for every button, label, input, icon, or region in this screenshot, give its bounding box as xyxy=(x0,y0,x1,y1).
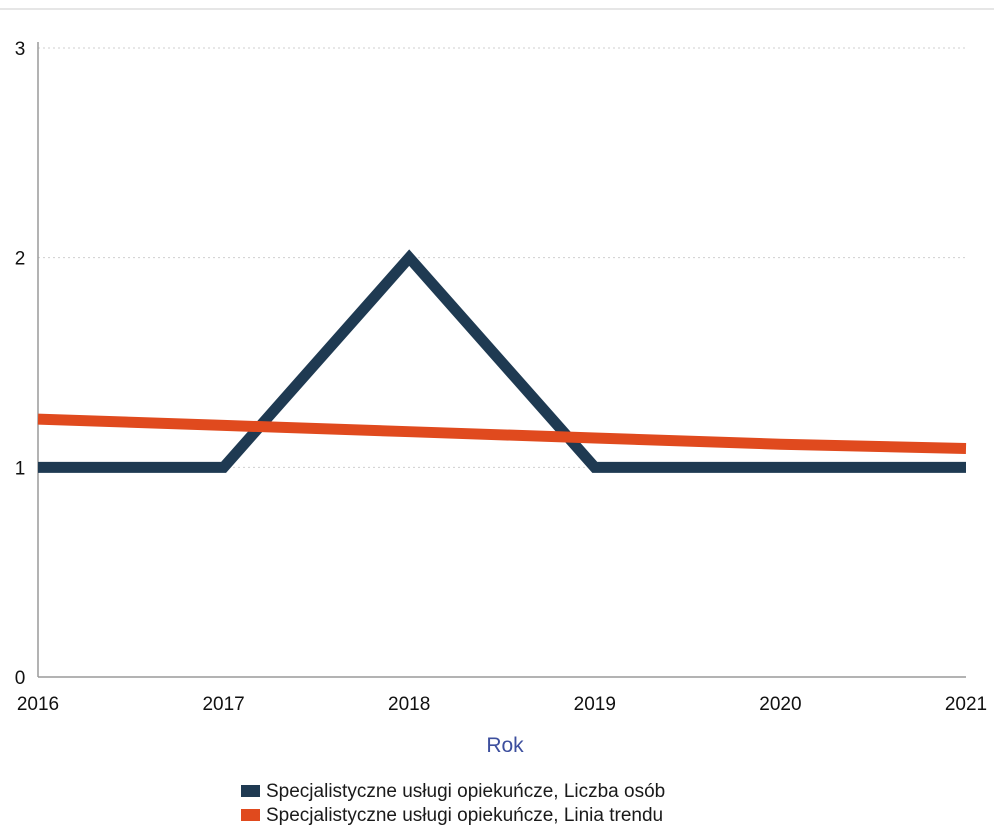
x-tick-label-4: 2020 xyxy=(759,694,801,715)
x-tick-label-1: 2017 xyxy=(202,694,244,715)
axes xyxy=(37,42,966,678)
x-axis-title: Rok xyxy=(486,734,524,757)
y-tick-label-0: 0 xyxy=(15,668,26,689)
series-group xyxy=(37,249,967,473)
series-line-0 xyxy=(38,249,966,473)
legend-swatch-1 xyxy=(241,809,260,821)
y-tick-label-1: 1 xyxy=(15,458,26,479)
legend-label-0: Specjalistyczne usługi opiekuńcze, Liczb… xyxy=(266,781,665,802)
legend-label-1: Specjalistyczne usługi opiekuńcze, Linia… xyxy=(266,805,663,826)
grid xyxy=(38,47,966,468)
x-tick-label-5: 2021 xyxy=(945,694,987,715)
x-tick-label-0: 2016 xyxy=(17,694,59,715)
x-tick-label-2: 2018 xyxy=(388,694,430,715)
series-line-1 xyxy=(37,413,967,454)
legend: Specjalistyczne usługi opiekuńcze, Liczb… xyxy=(241,781,665,826)
y-tick-label-2: 2 xyxy=(15,249,26,270)
y-tick-label-3: 3 xyxy=(15,39,26,60)
tick-labels: 0 1 2 3 2016 2017 2018 2019 2020 2021 xyxy=(15,39,987,715)
x-tick-label-3: 2019 xyxy=(574,694,616,715)
legend-swatch-0 xyxy=(241,785,260,797)
